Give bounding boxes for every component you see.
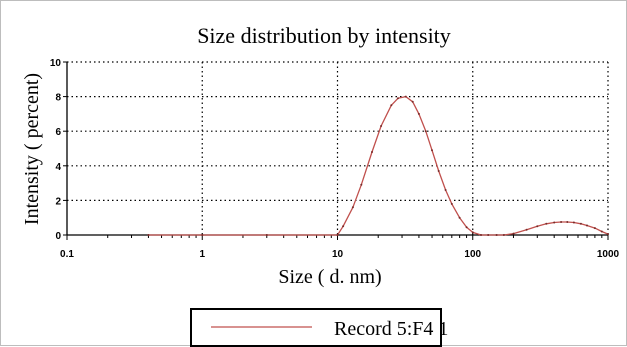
data-point: [566, 221, 569, 223]
y-tick-label: 6: [55, 127, 61, 138]
data-point: [404, 95, 407, 98]
data-point: [579, 222, 582, 225]
grid: [67, 61, 609, 235]
x-tick-label: 0.1: [60, 249, 74, 260]
data-point: [560, 221, 563, 223]
data-point: [390, 104, 393, 107]
legend-entry-label: Record 5:F4 1: [334, 318, 448, 340]
data-point: [265, 234, 268, 236]
x-tick-label: 1: [199, 249, 205, 260]
data-point: [553, 221, 556, 224]
axes: [63, 61, 609, 240]
data-point: [411, 100, 414, 103]
data-point: [480, 234, 482, 236]
data-point: [607, 233, 609, 236]
legend: Record 5:F4 1: [190, 308, 448, 347]
series-group: [147, 95, 609, 236]
data-point: [360, 183, 363, 186]
x-tick-label: 10: [332, 249, 344, 260]
data-point: [351, 206, 354, 209]
data-point: [471, 231, 474, 234]
y-tick-label: 8: [55, 93, 61, 104]
data-point: [465, 226, 468, 229]
data-point: [336, 234, 339, 236]
data-point: [424, 130, 427, 133]
data-point: [201, 234, 204, 236]
y-tick-label: 0: [55, 231, 61, 242]
chart-title: Size distribution by intensity: [197, 23, 451, 48]
data-point: [437, 170, 440, 172]
data-point: [600, 230, 603, 233]
data-point: [525, 228, 528, 231]
data-point: [487, 234, 490, 236]
x-tick-label: 1000: [597, 249, 620, 260]
x-tick-label: 100: [464, 249, 481, 260]
data-point: [417, 112, 420, 115]
data-point: [572, 221, 575, 224]
y-tick-label: 4: [55, 162, 61, 173]
data-point: [342, 225, 345, 228]
data-point: [586, 224, 588, 227]
data-point: [502, 234, 505, 236]
data-point: [380, 125, 383, 127]
data-point: [495, 234, 498, 236]
y-tick-label: 10: [50, 58, 62, 69]
tick-labels: 0 2 4 6 8 10 0.1 1 10 100 1000: [50, 58, 620, 260]
x-axis-label: Size ( d. nm): [278, 266, 381, 288]
y-tick-label: 2: [55, 196, 61, 207]
data-point: [147, 234, 150, 236]
data-point: [545, 222, 548, 225]
data-point: [450, 202, 453, 205]
data-point: [593, 227, 596, 230]
data-point: [431, 149, 433, 152]
data-point: [397, 97, 399, 100]
data-point: [536, 225, 539, 228]
y-axis-label: Intensity ( percent): [21, 73, 43, 225]
data-point: [444, 189, 447, 191]
data-point: [371, 151, 373, 153]
data-point: [458, 216, 461, 219]
data-point: [512, 232, 515, 235]
